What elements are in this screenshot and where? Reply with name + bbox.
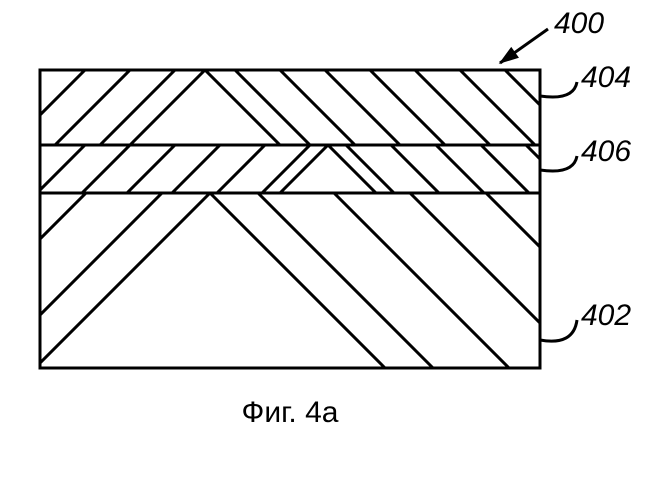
layer-rect-bottom	[40, 193, 540, 368]
figure-caption: Фиг. 4a	[0, 396, 580, 430]
layer-middle	[0, 145, 656, 193]
figure-stage: Фиг. 4a 404 406 402 400	[0, 0, 656, 500]
label-assembly: 400	[554, 7, 604, 41]
leader-bottom	[540, 320, 577, 341]
label-middle: 406	[581, 135, 631, 169]
leader-middle	[540, 156, 577, 171]
pointer-arrowhead	[500, 48, 518, 63]
layer-rect-middle	[40, 145, 540, 193]
label-bottom: 402	[581, 299, 631, 333]
label-top: 404	[581, 61, 631, 95]
leader-top	[540, 82, 577, 97]
layer-top	[0, 70, 656, 145]
